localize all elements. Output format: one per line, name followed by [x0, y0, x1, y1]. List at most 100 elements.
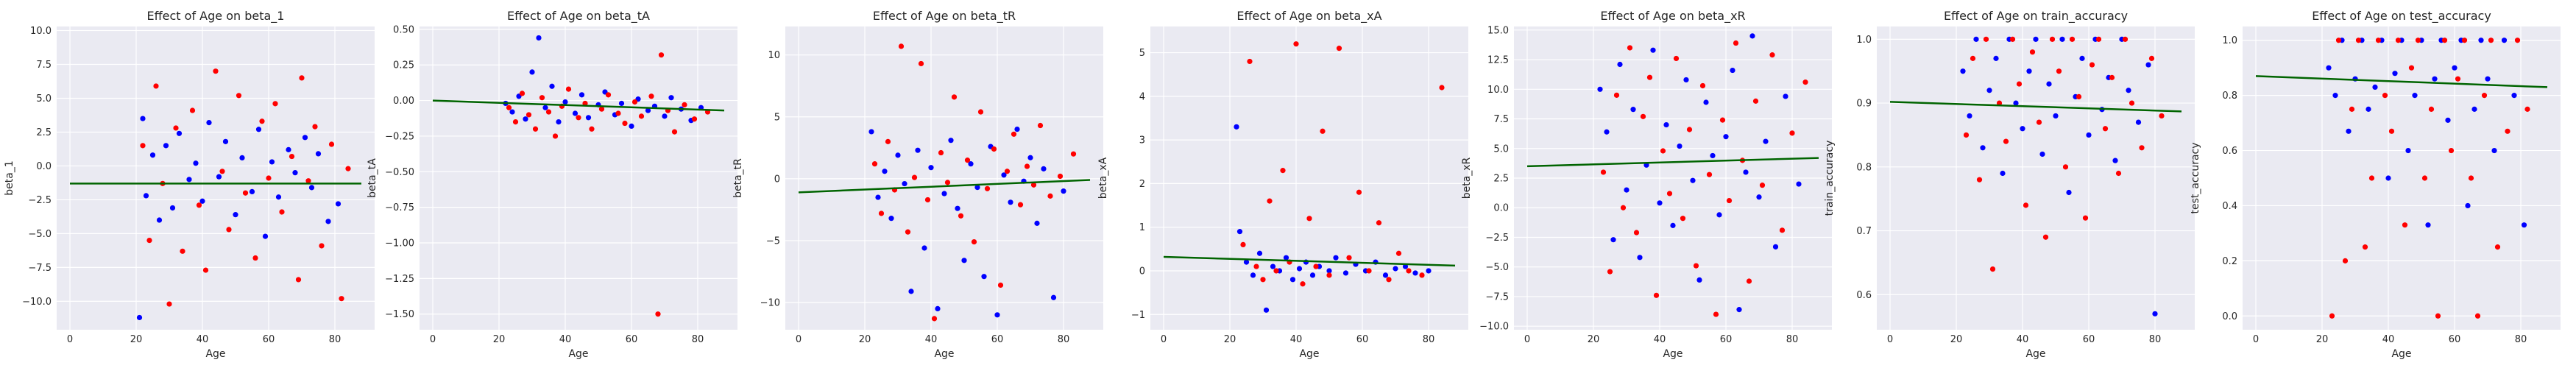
chart-title: Effect of Age on train_accuracy	[1944, 9, 2128, 24]
x-tick-label: 60	[626, 334, 638, 345]
data-point-series-2	[997, 282, 1004, 289]
x-tick-label: 20	[859, 334, 871, 345]
y-tick-label: 0	[1139, 266, 1145, 277]
data-point-series-1	[994, 312, 1000, 318]
data-point-series-1	[1604, 129, 1610, 135]
data-point-series-2	[971, 239, 977, 245]
data-point-series-1	[143, 193, 149, 199]
data-point-series-2	[2115, 170, 2122, 177]
data-point-series-1	[1610, 237, 1616, 243]
data-point-series-1	[1050, 294, 1057, 300]
data-point-series-1	[523, 116, 528, 122]
data-point-series-1	[2059, 36, 2065, 42]
data-point-series-1	[136, 314, 143, 321]
y-tick-label: 0.0	[36, 161, 52, 172]
data-point-series-1	[662, 113, 668, 119]
y-tick-label: 7.5	[1493, 114, 1509, 125]
data-point-series-1	[1236, 229, 1243, 235]
data-point-series-1	[1283, 255, 1289, 261]
data-point-series-1	[2485, 76, 2491, 82]
data-point-series-2	[911, 174, 918, 180]
y-tick-label: 0.00	[393, 96, 414, 107]
x-tick-label: 20	[130, 334, 143, 345]
data-point-series-1	[556, 118, 562, 125]
x-tick-label: 80	[1423, 334, 1435, 345]
data-point-series-2	[1306, 216, 1312, 222]
data-point-series-1	[193, 160, 199, 166]
x-tick-label: 60	[2449, 334, 2461, 345]
data-point-series-2	[984, 185, 991, 191]
x-tick-label: 20	[1588, 334, 1600, 345]
data-point-series-1	[2452, 65, 2458, 71]
data-point-series-1	[1027, 155, 1033, 160]
y-tick-label: 2	[1139, 179, 1145, 190]
data-point-series-2	[1802, 79, 1808, 85]
y-tick-label: 1.0	[2222, 35, 2237, 46]
data-point-series-2	[173, 125, 179, 131]
data-point-series-2	[219, 169, 225, 174]
data-point-series-1	[1663, 121, 1669, 128]
data-point-series-2	[1733, 40, 1739, 46]
y-tick-label: 0.8	[2222, 91, 2237, 102]
data-point-series-2	[658, 52, 665, 58]
data-point-series-1	[955, 205, 960, 211]
data-point-series-1	[928, 165, 934, 171]
data-point-series-2	[1280, 168, 1286, 174]
y-tick-label: 10.0	[1487, 85, 1509, 96]
y-tick-label: 0.25	[393, 60, 414, 71]
data-point-series-2	[2148, 55, 2155, 61]
data-point-series-1	[1677, 143, 1682, 149]
data-point-series-2	[289, 153, 295, 160]
y-axis-label: test_accuracy	[2190, 142, 2201, 213]
data-point-series-2	[2362, 244, 2368, 250]
data-point-series-1	[149, 152, 156, 158]
chart-title: Effect of Age on beta_1	[147, 9, 285, 24]
data-point-series-1	[1657, 200, 1663, 206]
data-point-series-1	[2346, 128, 2352, 134]
data-point-series-2	[2003, 138, 2009, 144]
data-point-series-2	[2524, 106, 2530, 112]
data-point-series-1	[618, 100, 625, 107]
x-tick-label: 80	[2149, 334, 2162, 345]
y-tick-label: −5.0	[1485, 262, 1509, 273]
data-point-series-1	[2511, 93, 2517, 99]
plot-area	[1150, 26, 1468, 330]
data-point-series-1	[1980, 145, 1986, 151]
data-point-series-2	[2062, 164, 2069, 170]
data-point-series-2	[2435, 313, 2441, 319]
y-tick-label: 5.0	[1493, 144, 1509, 155]
data-point-series-1	[1743, 169, 1749, 175]
data-point-series-2	[1030, 182, 1037, 188]
data-point-series-2	[582, 100, 588, 107]
data-point-series-1	[1986, 88, 1992, 93]
data-point-series-2	[1752, 98, 1759, 104]
x-axis-label: Age	[1663, 348, 1682, 360]
data-point-series-1	[1637, 255, 1643, 261]
y-tick-label: 12.5	[1487, 55, 1509, 66]
data-point-series-2	[1989, 266, 1996, 272]
y-tick-label: −5.0	[28, 229, 52, 240]
data-point-series-2	[631, 99, 638, 105]
data-point-series-2	[589, 126, 595, 132]
data-point-series-1	[2152, 311, 2158, 316]
data-point-series-2	[1970, 55, 1976, 61]
data-point-series-1	[1690, 177, 1696, 183]
x-tick-label: 60	[1356, 334, 1369, 345]
chart-4: 0 20 40 60 80 −1 0 1 2 3 4 5 Effect of Age on beta_x…	[1097, 9, 1468, 360]
data-point-series-2	[519, 91, 526, 96]
data-point-series-2	[1673, 55, 1680, 62]
data-point-series-2	[1267, 198, 1273, 204]
data-point-series-2	[1963, 132, 1970, 138]
data-point-series-1	[1333, 255, 1339, 261]
data-point-series-1	[941, 191, 947, 197]
data-point-series-2	[312, 124, 318, 130]
data-point-series-2	[1300, 281, 1306, 287]
data-point-series-1	[199, 198, 205, 204]
x-tick-label: 20	[2316, 334, 2329, 345]
data-point-series-2	[1693, 263, 1699, 269]
data-point-series-1	[509, 109, 515, 115]
data-point-series-1	[269, 159, 275, 165]
data-point-series-1	[2471, 106, 2477, 112]
data-point-series-2	[1293, 41, 1299, 47]
data-point-series-2	[1346, 255, 1352, 261]
